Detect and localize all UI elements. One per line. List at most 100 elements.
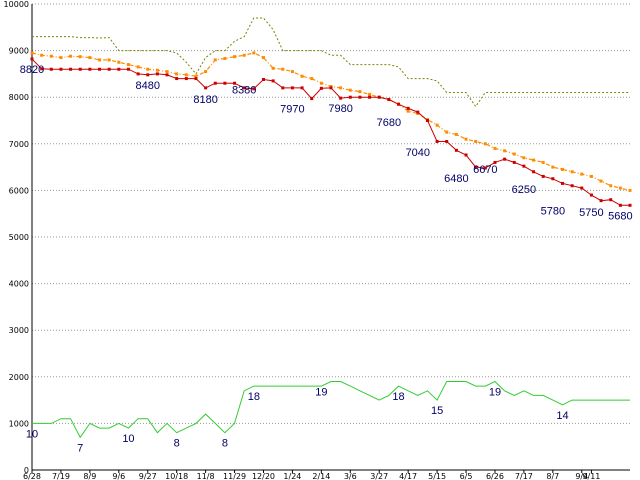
x-tick-label: 1/24: [283, 472, 301, 480]
chart-axes: [31, 4, 630, 471]
series-2-point: [136, 65, 140, 69]
data-label: 7970: [280, 104, 304, 116]
series-3-point: [474, 165, 478, 169]
series-3-point: [98, 67, 102, 71]
series-3-point: [213, 81, 217, 85]
series-1: [32, 17, 630, 108]
series-2-point: [522, 156, 526, 160]
series-2-point: [589, 174, 593, 178]
data-label: 10: [122, 433, 134, 445]
series-2-point: [49, 54, 53, 58]
series-2-point: [483, 142, 487, 146]
x-tick-label: 9/4: [575, 472, 588, 480]
series-2-point: [580, 172, 584, 176]
x-tick-label: 7/19: [52, 472, 70, 480]
series-3-point: [329, 86, 333, 90]
series-3-point: [628, 203, 632, 207]
series-3-point: [541, 174, 545, 178]
series-4-line: [32, 380, 630, 439]
series-3-point: [310, 97, 314, 101]
series-2-point: [464, 137, 468, 141]
data-label: 8: [222, 438, 228, 450]
series-2-point: [213, 58, 217, 62]
series-1-line: [32, 17, 630, 108]
series-3-point: [532, 170, 536, 174]
y-tick-label: 6000: [9, 186, 29, 195]
x-tick-label: 9/27: [139, 472, 157, 480]
series-2-point: [107, 58, 111, 62]
series-2-point: [445, 130, 449, 134]
series-2-point: [194, 74, 198, 78]
data-label: 6670: [473, 164, 497, 176]
y-tick-label: 5000: [9, 233, 29, 242]
series-3-point: [512, 160, 516, 164]
x-tick-label: 11/8: [197, 472, 215, 480]
series-3-point: [136, 72, 140, 76]
series-2-point: [252, 51, 256, 55]
data-label: 19: [489, 386, 501, 398]
series-2-point: [271, 66, 275, 70]
series-2-point: [88, 56, 92, 60]
series-3-point: [368, 95, 372, 99]
x-tick-label: 4/17: [399, 472, 417, 480]
series-3-point: [261, 77, 265, 81]
series-3: [30, 57, 632, 207]
series-3-point: [425, 119, 429, 122]
x-tick-label: 2/14: [312, 472, 330, 480]
series-2-point: [310, 77, 314, 81]
data-label: 5750: [579, 207, 603, 219]
series-3-point: [204, 86, 208, 90]
series-group: [30, 17, 632, 439]
series-3-point: [348, 95, 352, 99]
series-2-point: [165, 70, 169, 74]
series-3-point: [397, 102, 401, 106]
series-2: [30, 51, 632, 192]
series-4: [32, 380, 630, 439]
series-3-line: [31, 58, 630, 206]
data-label: 8820: [20, 64, 44, 76]
series-3-point: [242, 86, 246, 90]
series-2-point: [435, 123, 439, 127]
series-2-point: [618, 186, 622, 190]
x-tick-label: 6/5: [460, 472, 473, 480]
series-2-point: [348, 88, 352, 92]
y-tick-label: 3000: [9, 326, 29, 335]
data-label: 5680: [608, 210, 632, 222]
series-2-point: [339, 86, 343, 90]
y-axis-ticks: 0 1000 2000 3000 4000 5000 6000 7000 8000 9000 100…: [4, 0, 29, 475]
series-3-point: [416, 110, 420, 114]
series-2-point: [599, 179, 603, 183]
data-labels: 8820 8480 8180 8380 7970 7980 7680 7040 6480 6670…: [20, 64, 633, 454]
data-label: 7: [77, 442, 83, 454]
series-3-point: [69, 67, 73, 71]
x-tick-label: 5/15: [428, 472, 446, 480]
data-label: 8480: [135, 80, 159, 92]
data-label: 7040: [406, 147, 430, 159]
series-3-point: [252, 87, 256, 91]
series-3-point: [271, 79, 275, 83]
data-label: 15: [431, 405, 443, 417]
series-3-point: [493, 160, 497, 164]
series-3-point: [358, 95, 362, 99]
series-2-point: [300, 74, 304, 78]
x-tick-label: 8/9: [83, 472, 96, 480]
series-2-point: [184, 73, 188, 77]
y-tick-label: 9000: [9, 47, 29, 56]
series-2-point: [551, 165, 555, 169]
series-3-point: [117, 67, 121, 71]
series-3-point: [184, 77, 188, 81]
series-2-point: [261, 56, 265, 60]
series-2-point: [493, 146, 497, 150]
series-3-point: [483, 166, 487, 170]
series-3-point: [165, 73, 169, 77]
series-3-point: [580, 186, 584, 190]
series-3-point: [126, 67, 130, 71]
x-tick-label: 3/6: [344, 472, 357, 480]
x-tick-label: 12/20: [252, 472, 275, 480]
series-3-point: [59, 67, 63, 71]
y-tick-label: 7000: [9, 140, 29, 149]
y-tick-label: 10000: [4, 0, 29, 9]
x-axis-ticks: 6/28 7/19 8/9 9/6 9/27 10/18 11/8 11/29 12/20 1/2…: [23, 470, 600, 480]
series-3-point: [233, 81, 237, 85]
series-3-point: [435, 139, 439, 143]
